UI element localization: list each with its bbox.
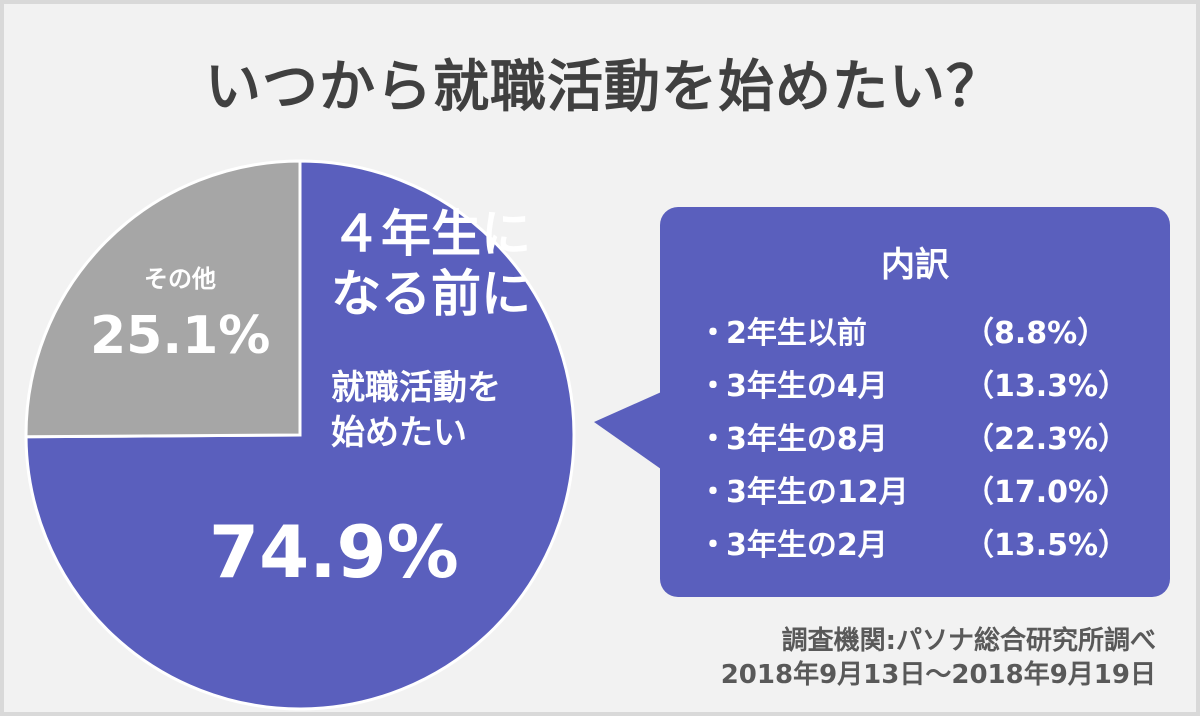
main-slice-value: 74.9% xyxy=(209,510,459,594)
main-slice-heading-line-2: なる前に xyxy=(331,265,531,323)
breakdown-item-value: （22.3%） xyxy=(964,422,1129,457)
source-organization: 調査機関:パソナ総合研究所調べ xyxy=(781,626,1156,656)
pie-slice-job-hunt-before-4th-year xyxy=(24,159,576,711)
other-slice-label: その他 xyxy=(144,265,216,293)
main-slice-subheading-line-2: 始めたい xyxy=(331,413,467,453)
breakdown-item-value: （13.5%） xyxy=(964,528,1129,563)
breakdown-item-label: 3年生の8月 xyxy=(726,422,888,457)
pie-chart xyxy=(24,159,668,711)
breakdown-item: ・2年生以前 （8.8%） xyxy=(698,307,1128,360)
breakdown-item: ・3年生の4月 （13.3%） xyxy=(698,360,1128,413)
breakdown-item-label: 3年生の2月 xyxy=(726,528,888,563)
main-slice-heading-line-1: ４年生に xyxy=(331,205,531,263)
breakdown-item-value: （8.8%） xyxy=(964,316,1108,351)
breakdown-item: ・3年生の2月 （13.5%） xyxy=(698,519,1128,572)
main-slice-subheading-line-1: 就職活動を xyxy=(331,368,501,408)
breakdown-item-value: （17.0%） xyxy=(964,475,1129,510)
callout-pointer xyxy=(594,389,668,474)
source-period: 2018年9月13日～2018年9月19日 xyxy=(720,660,1156,690)
breakdown-item: ・3年生の8月 （22.3%） xyxy=(698,413,1128,466)
main-slice-heading: ４年生に なる前に xyxy=(331,204,531,324)
bullet-icon: ・ xyxy=(698,316,728,351)
breakdown-item-label: 3年生の12月 xyxy=(726,475,909,510)
breakdown-item-value: （13.3%） xyxy=(964,369,1129,404)
breakdown-item: ・3年生の12月 （17.0%） xyxy=(698,466,1128,519)
bullet-icon: ・ xyxy=(698,475,728,510)
breakdown-item-label: 2年生以前 xyxy=(726,316,867,351)
chart-title: いつから就職活動を始めたい？ xyxy=(205,55,1003,120)
source-note: 調査機関:パソナ総合研究所調べ 2018年9月13日～2018年9月19日 xyxy=(721,624,1156,692)
breakdown-callout: 内訳 ・2年生以前 （8.8%） ・3年生の4月 （13.3%） ・3年生の8月 （2… xyxy=(660,207,1170,597)
main-slice-subheading: 就職活動を 始めたい xyxy=(331,366,501,456)
breakdown-item-label: 3年生の4月 xyxy=(726,369,888,404)
breakdown-title: 内訳 xyxy=(881,245,949,285)
other-slice-value: 25.1% xyxy=(90,306,271,366)
bullet-icon: ・ xyxy=(698,528,728,563)
bullet-icon: ・ xyxy=(698,369,728,404)
breakdown-list: ・2年生以前 （8.8%） ・3年生の4月 （13.3%） ・3年生の8月 （22.3… xyxy=(698,307,1128,572)
bullet-icon: ・ xyxy=(698,422,728,457)
pie-slice-other xyxy=(24,159,302,439)
